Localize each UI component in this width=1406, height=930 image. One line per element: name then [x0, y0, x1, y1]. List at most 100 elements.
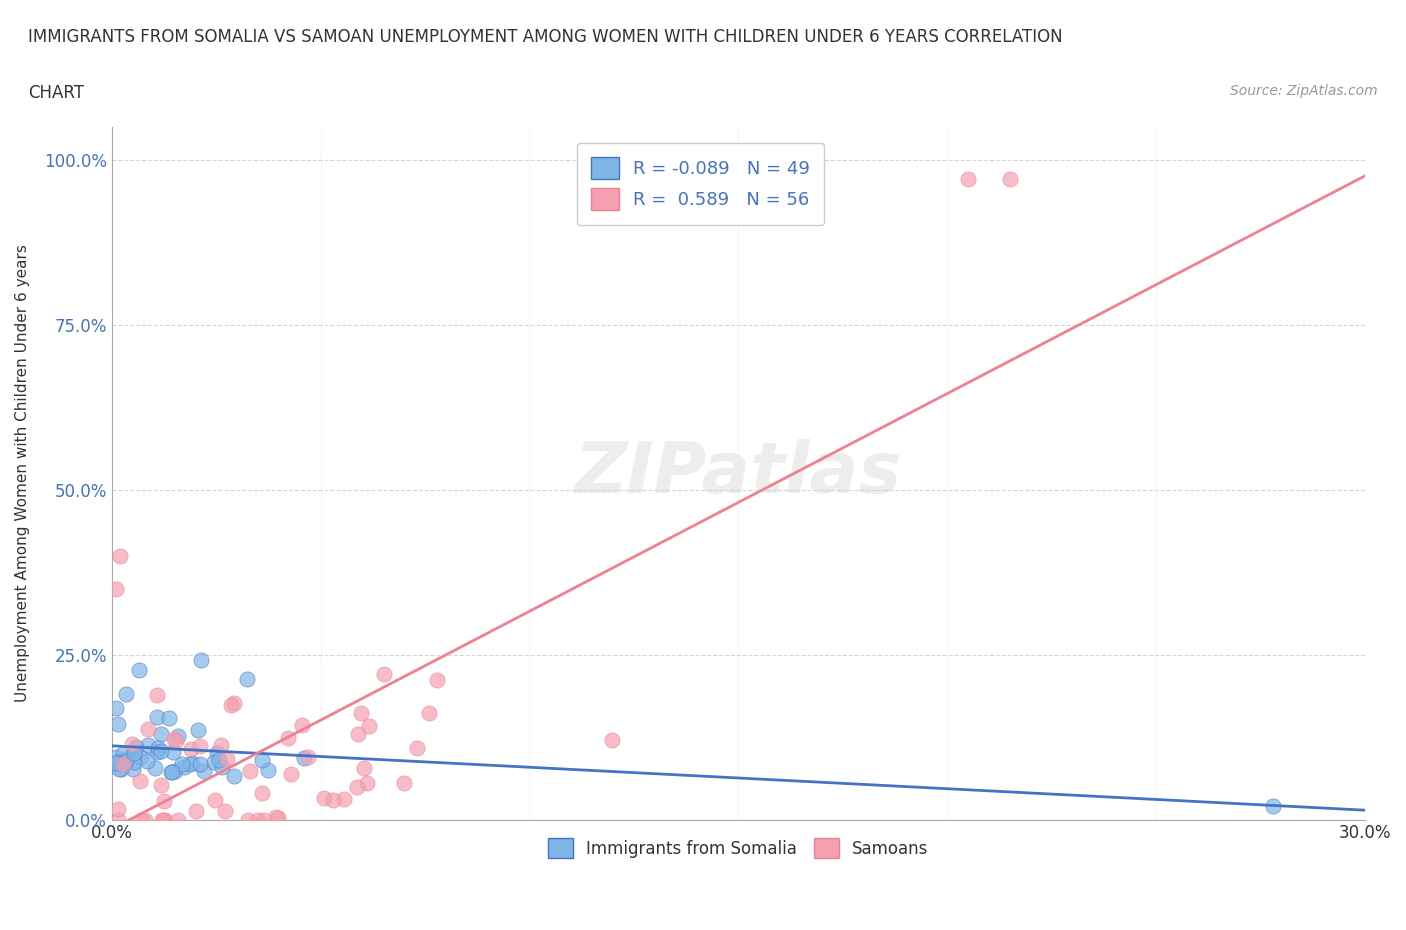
Point [187, 723, 209, 737]
Point [145, 745, 167, 760]
Point [162, 745, 184, 760]
Point [219, 698, 242, 712]
Point [125, 739, 148, 754]
Point [356, 775, 378, 790]
Point [276, 731, 298, 746]
Point [149, 726, 172, 741]
Point [250, 753, 273, 768]
Point [209, 737, 232, 752]
Point [167, 812, 190, 827]
Point [117, 751, 139, 765]
Point [107, 754, 129, 769]
Point [129, 812, 152, 827]
Point [150, 743, 173, 758]
Point [188, 739, 211, 754]
Point [214, 804, 236, 818]
Point [150, 812, 173, 827]
Point [143, 761, 166, 776]
Point [392, 776, 415, 790]
Point [346, 779, 368, 794]
Point [104, 701, 127, 716]
Point [112, 747, 135, 762]
Point [312, 790, 335, 805]
Point [600, 733, 623, 748]
Point [163, 764, 186, 778]
Point [129, 750, 152, 764]
Point [202, 754, 225, 769]
Point [166, 728, 188, 743]
Point [998, 172, 1021, 187]
Point [322, 792, 344, 807]
Point [163, 732, 186, 747]
Point [110, 762, 132, 777]
Point [193, 764, 215, 778]
Point [359, 719, 381, 734]
Point [122, 762, 145, 777]
Point [136, 737, 159, 752]
Point [121, 737, 143, 751]
Point [406, 741, 429, 756]
Point [222, 768, 245, 783]
Point [108, 762, 131, 777]
Point [160, 765, 183, 780]
Point [180, 756, 202, 771]
Point [292, 751, 315, 765]
Point [236, 812, 259, 827]
Point [146, 687, 169, 702]
Point [107, 802, 129, 817]
Point [173, 759, 195, 774]
Point [204, 792, 226, 807]
Y-axis label: Unemployment Among Women with Children Under 6 years: Unemployment Among Women with Children U… [15, 245, 30, 702]
Point [112, 756, 135, 771]
Point [956, 172, 979, 187]
Point [160, 764, 183, 779]
Point [146, 740, 169, 755]
Point [1261, 799, 1284, 814]
Point [122, 746, 145, 761]
Point [165, 734, 187, 749]
Point [104, 750, 127, 764]
Point [122, 754, 145, 769]
Legend: Immigrants from Somalia, Samoans: Immigrants from Somalia, Samoans [540, 830, 936, 867]
Point [107, 716, 129, 731]
Point [350, 705, 373, 720]
Point [266, 809, 288, 824]
Point [190, 652, 212, 667]
Point [208, 752, 231, 767]
Point [128, 662, 150, 677]
Text: ZIPatlas: ZIPatlas [575, 439, 901, 508]
Point [152, 812, 174, 827]
Point [238, 764, 260, 778]
Point [222, 696, 245, 711]
Point [107, 812, 129, 827]
Point [253, 812, 276, 827]
Point [215, 751, 238, 766]
Point [170, 757, 193, 772]
Point [235, 671, 257, 686]
Point [146, 710, 169, 724]
Point [184, 804, 207, 818]
Point [136, 722, 159, 737]
Point [114, 754, 136, 769]
Point [246, 812, 269, 827]
Point [114, 687, 136, 702]
Point [333, 791, 356, 806]
Text: IMMIGRANTS FROM SOMALIA VS SAMOAN UNEMPLOYMENT AMONG WOMEN WITH CHILDREN UNDER 6: IMMIGRANTS FROM SOMALIA VS SAMOAN UNEMPL… [28, 28, 1063, 46]
Point [153, 793, 176, 808]
Point [108, 548, 131, 563]
Point [157, 711, 180, 725]
Point [257, 763, 280, 777]
Point [280, 767, 302, 782]
Text: CHART: CHART [28, 84, 84, 101]
Point [136, 753, 159, 768]
Point [291, 718, 314, 733]
Point [104, 581, 127, 596]
Point [153, 812, 176, 827]
Text: Source: ZipAtlas.com: Source: ZipAtlas.com [1230, 84, 1378, 98]
Point [426, 672, 449, 687]
Point [347, 726, 370, 741]
Point [134, 812, 156, 827]
Point [211, 760, 233, 775]
Point [188, 757, 211, 772]
Point [250, 786, 273, 801]
